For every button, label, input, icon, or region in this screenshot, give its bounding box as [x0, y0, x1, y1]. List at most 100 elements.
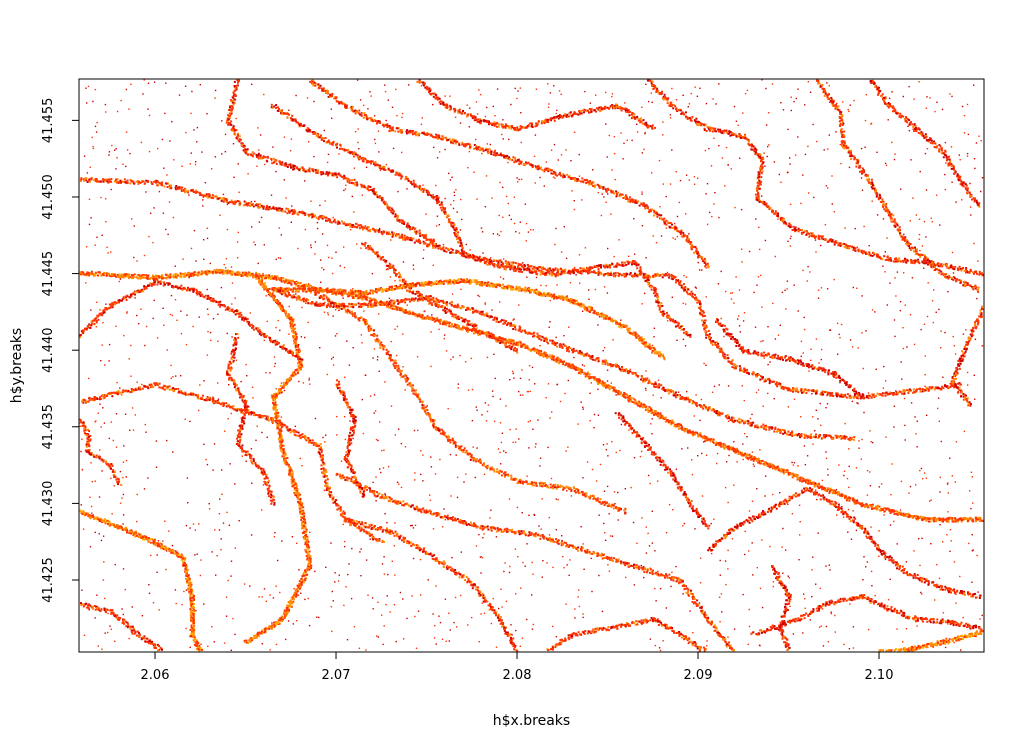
heatmap-cell [284, 453, 287, 456]
heatmap-cell [277, 304, 280, 307]
heatmap-cell [376, 229, 379, 232]
heatmap-cell [455, 519, 457, 522]
heatmap-cell [293, 374, 296, 376]
heatmap-cell [197, 394, 200, 397]
heatmap-cell [291, 476, 294, 479]
heatmap-cell [371, 292, 374, 295]
heatmap-cell [282, 381, 285, 384]
heatmap-cell [432, 418, 435, 421]
heatmap-cell [345, 518, 348, 521]
heatmap-cell [482, 464, 485, 467]
heatmap-cell [357, 317, 360, 320]
heatmap-cell [275, 409, 277, 411]
heatmap-cell [264, 630, 267, 633]
heatmap-cell [368, 533, 371, 536]
heatmap-cell [424, 552, 427, 555]
heatmap-cell [423, 547, 426, 550]
heatmap-cell [387, 232, 390, 235]
heatmap-cell [154, 180, 157, 183]
heatmap-cell [244, 201, 247, 204]
heatmap-cell [438, 282, 441, 285]
heatmap-cell [452, 251, 455, 254]
heatmap-cell [109, 393, 112, 395]
heatmap-cell [454, 568, 457, 571]
heatmap-cell [190, 593, 193, 595]
heatmap-cell [294, 373, 297, 376]
heatmap-cell [640, 336, 643, 339]
heatmap-cell [497, 615, 500, 618]
heatmap-cell [446, 568, 449, 570]
heatmap-cell [628, 564, 631, 567]
heatmap-cell [302, 581, 305, 584]
heatmap-cell [459, 573, 462, 576]
heatmap-cell [458, 252, 461, 254]
heatmap-cell [567, 486, 569, 489]
heatmap-cell [607, 318, 610, 321]
heatmap-cell [435, 283, 438, 286]
heatmap-cell [271, 293, 274, 296]
heatmap-cell [476, 282, 479, 285]
heatmap-cell [117, 483, 119, 486]
heatmap-cell [155, 278, 158, 281]
heatmap-cell [544, 295, 547, 297]
heatmap-cell [347, 517, 350, 520]
heatmap-cell [417, 282, 420, 285]
heatmap-cell [575, 299, 578, 302]
heatmap-cell [644, 345, 647, 348]
heatmap-cell [87, 449, 90, 452]
heatmap-cell [535, 288, 538, 291]
heatmap-cell [467, 523, 470, 526]
heatmap-cell [692, 594, 694, 597]
heatmap-cell [111, 524, 114, 526]
heatmap-cell [447, 435, 450, 438]
heatmap-cell [352, 522, 354, 525]
heatmap-cell [257, 203, 260, 206]
heatmap-cell [110, 275, 113, 278]
heatmap-cell [585, 306, 588, 309]
heatmap-cell [190, 631, 193, 634]
heatmap-cell [113, 525, 116, 528]
heatmap-cell [278, 209, 281, 212]
heatmap-cell [260, 279, 263, 282]
heatmap-cell [388, 288, 391, 290]
heatmap-cell [245, 639, 248, 642]
heatmap-cell [574, 546, 576, 549]
heatmap-cell [233, 408, 236, 411]
heatmap-cell [329, 219, 331, 222]
heatmap-cell [260, 204, 263, 207]
heatmap-cell [424, 406, 427, 409]
heatmap-cell [509, 286, 512, 289]
heatmap-cell [336, 223, 339, 225]
heatmap-cell [729, 647, 731, 649]
heatmap-cell [371, 289, 373, 292]
heatmap-cell [409, 239, 412, 241]
heatmap-cell [221, 271, 223, 274]
heatmap-cell [129, 276, 132, 279]
heatmap-cell [168, 548, 171, 550]
heatmap-cell [161, 545, 164, 548]
heatmap-cell [505, 285, 508, 288]
heatmap-cell [299, 509, 302, 512]
heatmap-cell [320, 296, 323, 298]
heatmap-cell [325, 470, 328, 473]
heatmap-cell [435, 557, 438, 560]
heatmap-cell [270, 627, 273, 630]
heatmap-cell [324, 469, 327, 472]
heatmap-cell [87, 443, 90, 446]
heatmap-cell [692, 596, 695, 599]
heatmap-cell [320, 446, 322, 449]
heatmap-cell [101, 459, 104, 462]
heatmap-cell [442, 246, 445, 249]
heatmap-cell [305, 573, 308, 576]
heatmap-cell [413, 389, 416, 392]
heatmap-cell [473, 522, 476, 525]
heatmap-cell [220, 270, 223, 273]
heatmap-cell [521, 480, 524, 483]
heatmap-cell [88, 440, 91, 443]
heatmap-cell [323, 297, 326, 300]
heatmap-cell [616, 560, 619, 563]
heatmap-cell [272, 277, 275, 280]
heatmap-cell [724, 638, 727, 641]
heatmap-cell [302, 510, 305, 513]
heatmap-cell [418, 240, 421, 243]
